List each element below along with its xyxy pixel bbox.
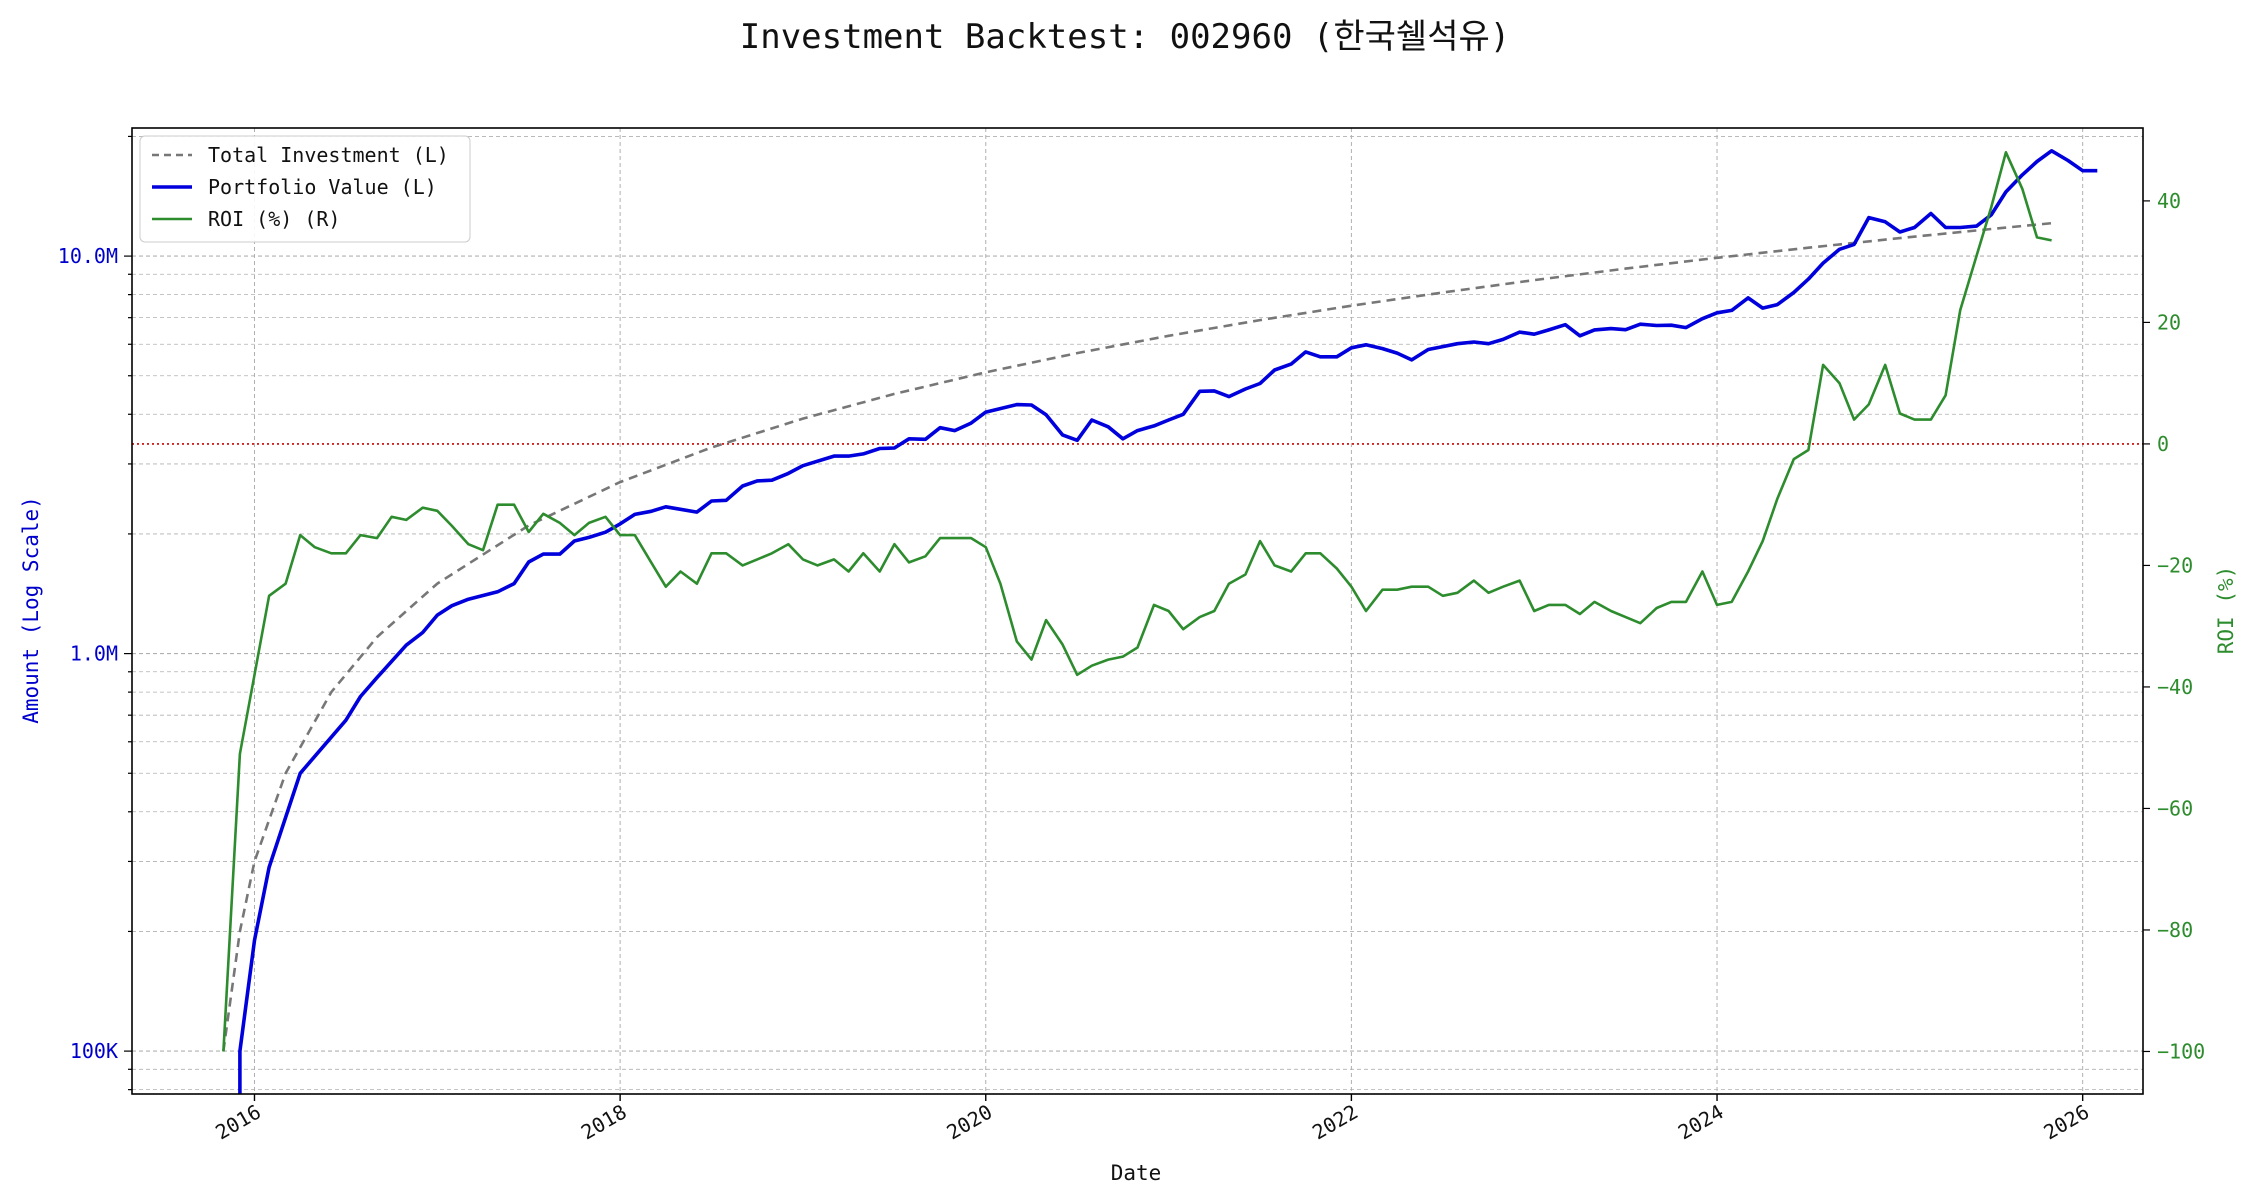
x-tick-label: 2020 bbox=[943, 1100, 997, 1145]
x-axis-label: Date bbox=[1111, 1161, 1162, 1185]
series-lines bbox=[222, 149, 2098, 1094]
right-tick-label: −40 bbox=[2157, 675, 2193, 699]
x-tick-label: 2022 bbox=[1308, 1100, 1362, 1145]
x-tick-label: 2024 bbox=[1674, 1100, 1728, 1145]
roi-line bbox=[222, 151, 2052, 1052]
left-axis-label: Amount (Log Scale) bbox=[19, 496, 43, 724]
right-tick-label: 0 bbox=[2157, 432, 2169, 456]
right-tick-label: −100 bbox=[2157, 1039, 2205, 1063]
legend-box bbox=[139, 135, 471, 243]
right-tick-label: 40 bbox=[2157, 189, 2181, 213]
legend-label-portfolio-value: Portfolio Value (L) bbox=[208, 175, 437, 199]
x-tick-label: 2026 bbox=[2039, 1100, 2093, 1145]
legend-label-roi: ROI (%) (R) bbox=[208, 207, 340, 231]
right-tick-label: −80 bbox=[2157, 918, 2193, 942]
x-tick-label: 2018 bbox=[577, 1100, 631, 1145]
legend-label-total-investment: Total Investment (L) bbox=[208, 143, 449, 167]
portfolio-value-line bbox=[238, 149, 2098, 1094]
plot-area bbox=[131, 127, 2144, 1095]
right-tick-label: 20 bbox=[2157, 310, 2181, 334]
x-tick-label: 2016 bbox=[211, 1100, 265, 1145]
left-tick-label: 1.0M bbox=[70, 642, 118, 666]
legend: Total Investment (L) Portfolio Value (L)… bbox=[139, 135, 471, 243]
chart-title: Investment Backtest: 002960 (한국쉘석유) bbox=[740, 17, 1511, 57]
total-investment-line bbox=[222, 221, 2052, 1052]
left-tick-label: 100K bbox=[70, 1039, 118, 1063]
right-tick-label: −20 bbox=[2157, 553, 2193, 577]
grid bbox=[132, 128, 2143, 1094]
left-axis-ticks: 100K 1.0M 10.0M bbox=[58, 135, 132, 1091]
right-axis-ticks: −100 −80 −60 −40 −20 0 20 40 bbox=[2143, 189, 2205, 1063]
x-axis-ticks: 2016 2018 2020 2022 2024 2026 bbox=[211, 1094, 2093, 1144]
right-tick-label: −60 bbox=[2157, 796, 2193, 820]
left-tick-label: 10.0M bbox=[58, 244, 118, 268]
right-axis-label: ROI (%) bbox=[2214, 566, 2238, 655]
